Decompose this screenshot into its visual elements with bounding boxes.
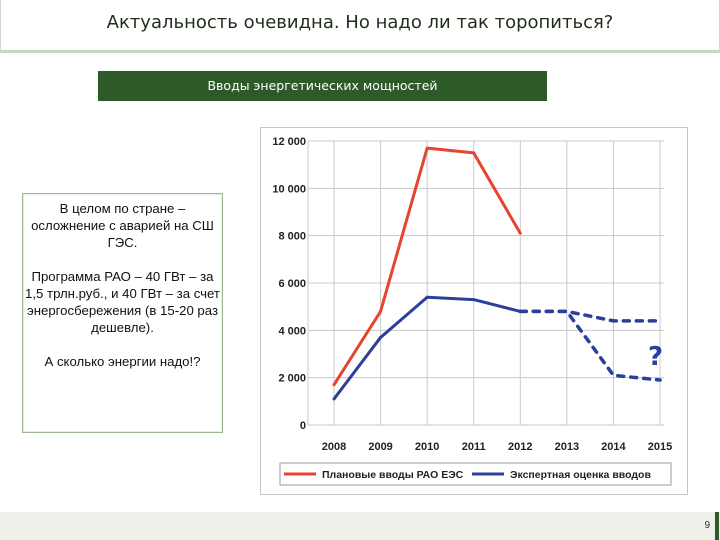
x-tick-label: 2011: [462, 441, 486, 453]
question-annotation: ?: [648, 342, 663, 372]
page-title: Актуальность очевидна. Но надо ли так то…: [106, 12, 614, 33]
legend-label-0: Плановые вводы РАО ЕЭС: [322, 469, 464, 481]
legend-label-1: Экспертная оценка вводов: [510, 469, 651, 481]
series-point-0: [425, 146, 429, 150]
y-tick-label: 8 000: [278, 231, 306, 243]
x-tick-label: 2010: [415, 441, 439, 453]
series-point-1: [425, 295, 429, 299]
x-tick-label: 2015: [648, 441, 672, 453]
y-tick-label: 12 000: [272, 136, 306, 148]
footer-bar: [0, 512, 720, 540]
page-number: 9: [704, 520, 710, 531]
series-projection-1-0: [518, 309, 662, 323]
series-point-0: [472, 151, 476, 155]
series-point-1: [332, 397, 336, 401]
x-tick-label: 2013: [555, 441, 579, 453]
y-tick-label: 2 000: [278, 373, 306, 385]
x-tick-label: 2014: [601, 441, 626, 453]
series-point-0: [332, 383, 336, 387]
y-tick-label: 0: [300, 420, 306, 432]
series-point-0: [518, 231, 522, 235]
note-paragraph-program: Программа РАО – 40 ГВт – за 1,5 трлн.руб…: [25, 269, 220, 335]
chart-panel: 0 2 000 4 000 6 000 8 000 10 000 12 000 2008 20…: [260, 127, 688, 495]
note-paragraph-accident: В целом по стране – осложнение с аварией…: [31, 201, 214, 250]
note-paragraph-question: А сколько энергии надо!?: [44, 354, 201, 369]
series-point-1: [379, 335, 383, 339]
series-point-1: [472, 298, 476, 302]
x-tick-label: 2009: [368, 441, 392, 453]
title-bar: [0, 0, 720, 53]
y-tick-label: 4 000: [278, 325, 306, 337]
series-projection-1-1: [518, 309, 662, 382]
series-point-0: [379, 309, 383, 313]
y-tick-label: 6 000: [278, 278, 306, 290]
chart-svg: 0 2 000 4 000 6 000 8 000 10 000 12 000 2008 20…: [260, 127, 688, 495]
footer-accent: [715, 512, 719, 540]
chart-banner: Вводы энергетических мощностей: [98, 71, 547, 101]
y-tick-label: 10 000: [272, 183, 306, 195]
x-tick-label: 2008: [322, 441, 346, 453]
note-box: В целом по стране – осложнение с аварией…: [22, 193, 223, 433]
x-tick-label: 2012: [508, 441, 532, 453]
